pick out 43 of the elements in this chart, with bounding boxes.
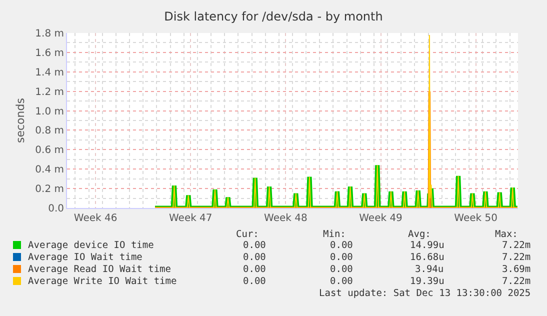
text: Max: — [495, 229, 518, 240]
text: 7.22m — [502, 276, 531, 287]
y-tick-label: 1.0 m — [35, 106, 64, 118]
text: 0.00 — [330, 240, 354, 251]
chart-title: Disk latency for /dev/sda - by month — [164, 9, 383, 24]
text: Cur: — [236, 229, 259, 240]
text: 0.00 — [330, 252, 354, 263]
y-tick-label: 0.4 m — [35, 164, 64, 176]
y-tick-label: 0.8 m — [35, 126, 64, 137]
text: 0.00 — [243, 252, 266, 263]
text: 3.69m — [502, 264, 531, 275]
y-tick-label: 1.8 m — [35, 28, 64, 40]
x-tick-label: Week 48 — [264, 213, 308, 224]
y-tick-label: 0.0 — [48, 204, 64, 214]
y-axis-title: seconds — [14, 98, 27, 143]
text: 0.00 — [243, 240, 266, 251]
y-tick-label: 0.6 m — [35, 145, 64, 156]
text: Last update: Sat Dec 13 13:30:00 2025 — [319, 288, 531, 299]
text: 0.00 — [243, 264, 266, 275]
text: 7.22m — [502, 252, 531, 263]
x-tick-label: Week 50 — [454, 213, 498, 224]
text: 19.39u — [410, 276, 444, 287]
legend-label: Average IO Wait time — [28, 252, 143, 263]
y-tick-label: 1.4 m — [35, 67, 64, 78]
text: 3.94u — [415, 264, 444, 275]
x-tick-label: Week 49 — [359, 213, 402, 224]
text: 0.00 — [330, 276, 354, 287]
x-tick-label: Week 47 — [168, 213, 212, 224]
legend-label: Average Read IO Wait time — [28, 264, 172, 275]
text: Avg: — [408, 229, 431, 240]
y-tick-label: 0.2 m — [35, 184, 64, 196]
legend-label: Average Write IO Wait time — [28, 276, 177, 287]
text: 16.68u — [410, 252, 444, 263]
y-tick-label: 1.6 m — [35, 48, 64, 59]
line-series — [154, 34, 518, 208]
text: 0.00 — [243, 276, 266, 287]
text: 0.00 — [330, 264, 354, 275]
legend-label: Average device IO time — [28, 240, 154, 251]
y-tick-label: 1.2 m — [35, 86, 64, 98]
x-tick-label: Week 46 — [74, 213, 118, 224]
text: 7.22m — [502, 240, 531, 251]
text: 14.99u — [410, 240, 444, 251]
text: Min: — [323, 229, 346, 240]
